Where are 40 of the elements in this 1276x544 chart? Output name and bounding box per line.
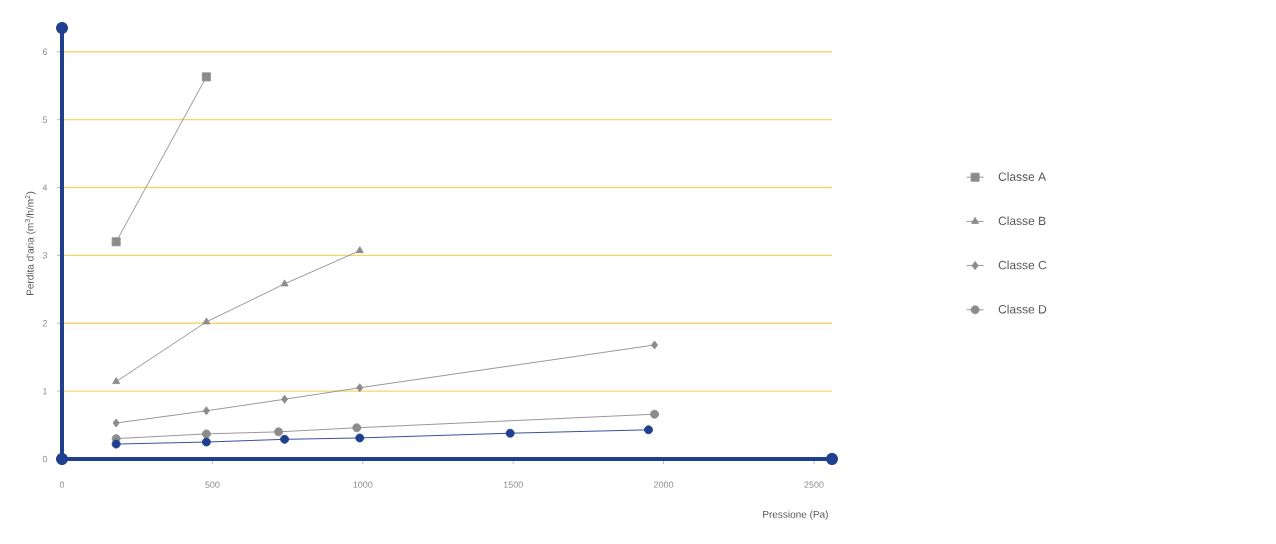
point [355,433,365,443]
legend-label: Classe B [998,216,1046,226]
y-tick-label: 4 [42,184,48,191]
point [111,439,121,449]
point [201,429,211,439]
point [201,72,211,82]
legend-label: Classe D [998,304,1047,314]
point [355,246,364,254]
point [112,418,120,428]
point [202,406,210,416]
y-axis-title: Perdita d'aria (m$^{3}$/h/m$^{2}$) [25,191,36,295]
point [280,434,290,444]
y-tick-label: 5 [42,116,48,123]
point [201,437,211,447]
point [274,427,284,437]
y-tick-label: 0 [42,455,48,463]
x-tick-label: 1000 [353,481,373,488]
y-tick-label: 6 [42,48,48,55]
point [651,340,658,350]
point [112,377,121,385]
x-axis-title: Pressione (Pa) [763,510,828,520]
y-tick-label: 1 [43,388,48,395]
point [505,428,515,438]
legend-label: Classe A [998,172,1047,181]
point [202,317,211,325]
y-tick-label: 3 [42,252,48,259]
point [650,409,659,419]
point [280,279,289,287]
x-tick-label: 500 [205,481,220,488]
point [281,394,289,404]
point [111,237,121,247]
x-tick-label: 0 [59,481,65,488]
point [356,383,364,393]
x-tick-label: 1500 [503,481,523,488]
x-tick-label: 2500 [804,481,824,488]
point [352,423,362,433]
point [644,425,653,435]
y-tick-label: 2 [42,320,48,327]
legend-label: Classe C [998,260,1047,270]
x-tick-label: 2000 [654,481,674,488]
